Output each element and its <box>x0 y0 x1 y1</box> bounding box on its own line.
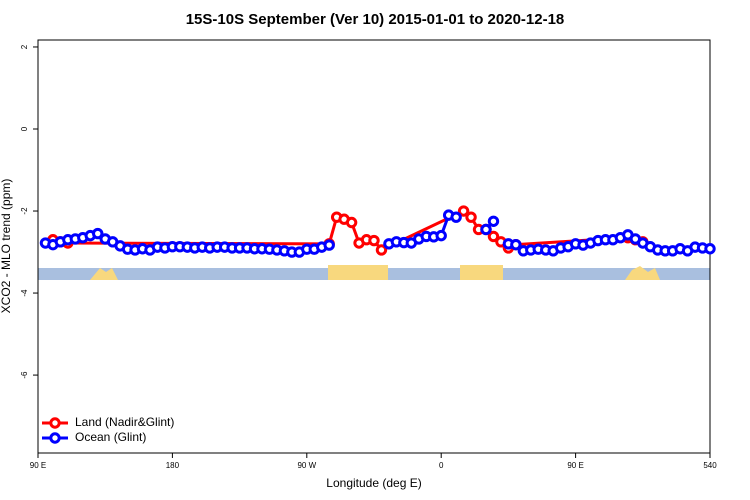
data-point <box>345 216 358 229</box>
legend-label: Land (Nadir&Glint) <box>75 415 174 429</box>
data-point <box>450 211 462 223</box>
data-point <box>465 211 477 223</box>
x-tick-label: 540 <box>703 461 717 470</box>
land-area <box>90 268 118 280</box>
data-point <box>480 223 492 236</box>
legend-marker <box>49 432 61 444</box>
legend-marker <box>49 417 61 429</box>
y-tick-label: -2 <box>20 207 29 215</box>
x-tick-label: 90 E <box>30 461 46 470</box>
y-tick-label: -6 <box>20 371 29 379</box>
x-axis-label: Longitude (deg E) <box>326 476 421 490</box>
x-tick-label: 90 W <box>297 461 316 470</box>
land-area <box>328 265 388 280</box>
y-tick-label: -4 <box>20 289 29 297</box>
y-tick-label: 0 <box>20 126 29 131</box>
data-point <box>457 205 470 217</box>
y-axis-label: XCO2 - MLO trend (ppm) <box>0 179 13 314</box>
x-tick-label: 180 <box>166 461 180 470</box>
land-area <box>460 265 503 280</box>
data-point <box>487 230 500 243</box>
legend: Land (Nadir&Glint)Ocean (Glint) <box>42 415 174 444</box>
x-tick-label: 90 E <box>567 461 583 470</box>
data-point <box>368 234 380 247</box>
y-tick-label: 2 <box>20 44 29 49</box>
x-tick-label: 0 <box>439 461 444 470</box>
data-point <box>487 215 500 227</box>
data-point <box>704 243 716 255</box>
land-area <box>625 266 660 280</box>
legend-label: Ocean (Glint) <box>75 430 146 444</box>
data-point <box>375 244 388 256</box>
data-point <box>435 229 447 242</box>
data-point <box>510 238 522 251</box>
data-point <box>92 227 104 240</box>
data-point <box>323 239 335 251</box>
chart-title: 15S-10S September (Ver 10) 2015-01-01 to… <box>186 11 565 28</box>
land-mask <box>38 265 710 280</box>
